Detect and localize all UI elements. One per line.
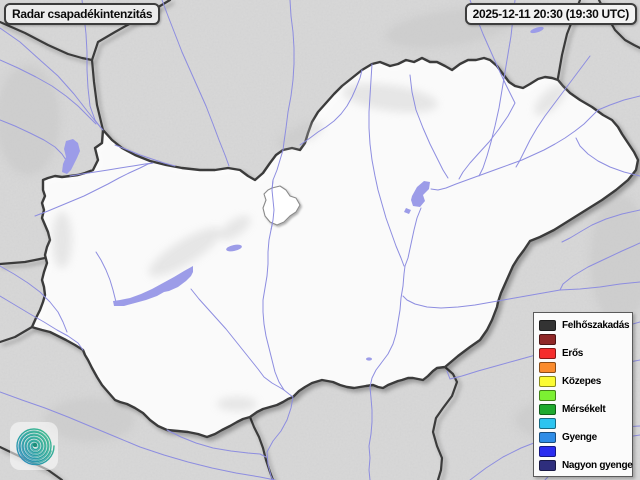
legend-swatch <box>539 431 556 443</box>
legend-swatch <box>539 445 556 457</box>
legend-item: Közepes <box>539 375 628 387</box>
map-title: Radar csapadékintenzitás <box>12 7 153 21</box>
legend-label: Gyenge <box>562 431 597 443</box>
legend-item: Nagyon gyenge <box>539 459 633 471</box>
map-title-box: Radar csapadékintenzitás <box>4 3 161 25</box>
legend-item <box>539 389 628 401</box>
legend-label: Nagyon gyenge <box>562 459 633 471</box>
legend-swatch <box>539 375 556 387</box>
lake-balaton <box>113 266 193 306</box>
legend-swatch <box>539 389 556 401</box>
legend-item <box>539 445 628 457</box>
spiral-logo-icon <box>16 428 55 466</box>
hungaromet-logo <box>10 422 58 470</box>
legend-item: Felhőszakadás <box>539 319 630 331</box>
lake-ferto <box>62 139 80 174</box>
lakes <box>62 26 544 361</box>
legend: Felhőszakadás Erős Közepes Mérsékelt Gyenge N… <box>533 312 633 477</box>
legend-swatch <box>539 333 556 345</box>
legend-swatch <box>539 319 556 331</box>
terrain-shading-inside <box>52 83 566 411</box>
legend-item <box>539 417 628 429</box>
legend-label: Mérsékelt <box>562 403 606 415</box>
legend-item: Erős <box>539 347 628 359</box>
legend-swatch <box>539 403 556 415</box>
legend-swatch <box>539 347 556 359</box>
timestamp: 2025-12-11 20:30 (19:30 UTC) <box>472 7 630 21</box>
legend-swatch <box>539 417 556 429</box>
timestamp-box: 2025-12-11 20:30 (19:30 UTC) <box>464 3 637 25</box>
legend-item: Mérsékelt <box>539 403 628 415</box>
lake-velence <box>226 244 242 252</box>
lake-tisza <box>411 181 430 207</box>
legend-label: Felhőszakadás <box>562 319 630 331</box>
legend-item <box>539 333 628 345</box>
hungary-outline <box>30 56 640 439</box>
danube-budapest <box>270 179 275 231</box>
legend-item <box>539 361 628 373</box>
legend-swatch <box>539 459 556 471</box>
legend-swatch <box>539 361 556 373</box>
legend-label: Erős <box>562 347 584 359</box>
legend-item: Gyenge <box>539 431 628 443</box>
legend-label: Közepes <box>562 375 602 387</box>
